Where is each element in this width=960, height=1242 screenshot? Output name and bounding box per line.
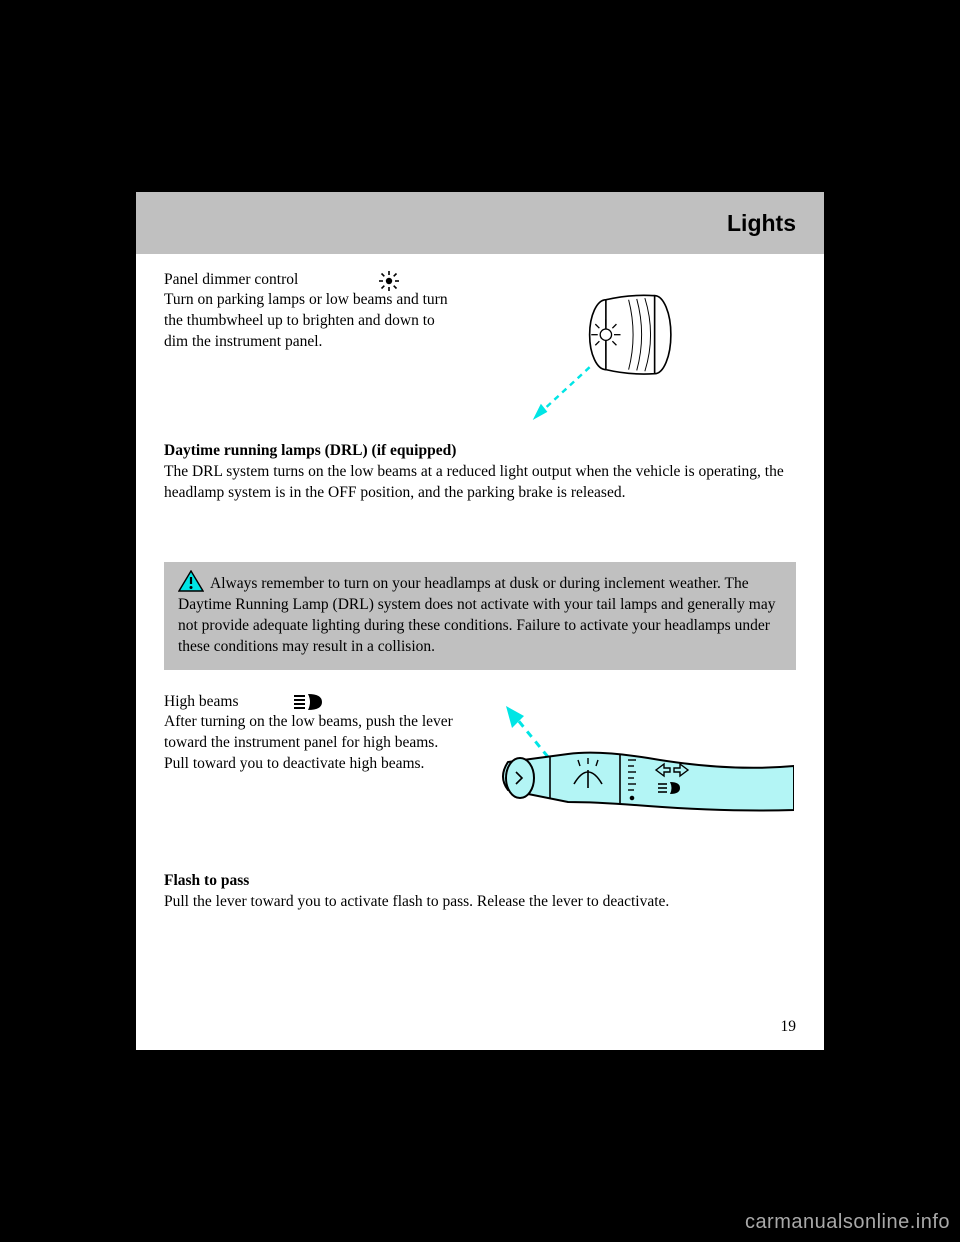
- screenshot-root: Lights Panel dimmer control Turn on park…: [0, 0, 960, 1242]
- sun-icon: [378, 270, 400, 292]
- warning-content: Always remember to turn on your headlamp…: [178, 570, 782, 658]
- drl-body: The DRL system turns on the low beams at…: [164, 462, 796, 504]
- dimmer-heading: Panel dimmer control: [164, 270, 454, 291]
- dimmer-heading-prefix: Panel dimmer control: [164, 271, 298, 288]
- highbeam-icon: [292, 692, 324, 712]
- highbeam-heading-prefix: High beams: [164, 693, 238, 710]
- lever-illustration: [488, 702, 794, 852]
- highbeam-body: After turning on the low beams, push the…: [164, 712, 464, 775]
- flash-to-pass-body: Pull the lever toward you to activate fl…: [164, 892, 796, 913]
- section-header-band: Lights: [136, 192, 824, 254]
- page-number: 19: [781, 1018, 797, 1036]
- dimmer-knob-illustration: [514, 290, 714, 420]
- manual-page: Lights Panel dimmer control Turn on park…: [136, 192, 824, 1050]
- warning-callout: Always remember to turn on your headlamp…: [164, 562, 796, 670]
- section-title: Lights: [727, 210, 796, 237]
- warning-text: Always remember to turn on your headlamp…: [178, 575, 775, 655]
- warning-triangle-icon: [178, 570, 204, 592]
- watermark: carmanualsonline.info: [745, 1211, 950, 1234]
- flash-to-pass-heading: Flash to pass: [164, 872, 249, 890]
- dimmer-body: Turn on parking lamps or low beams and t…: [164, 290, 454, 353]
- drl-heading: Daytime running lamps (DRL) (if equipped…: [164, 442, 456, 460]
